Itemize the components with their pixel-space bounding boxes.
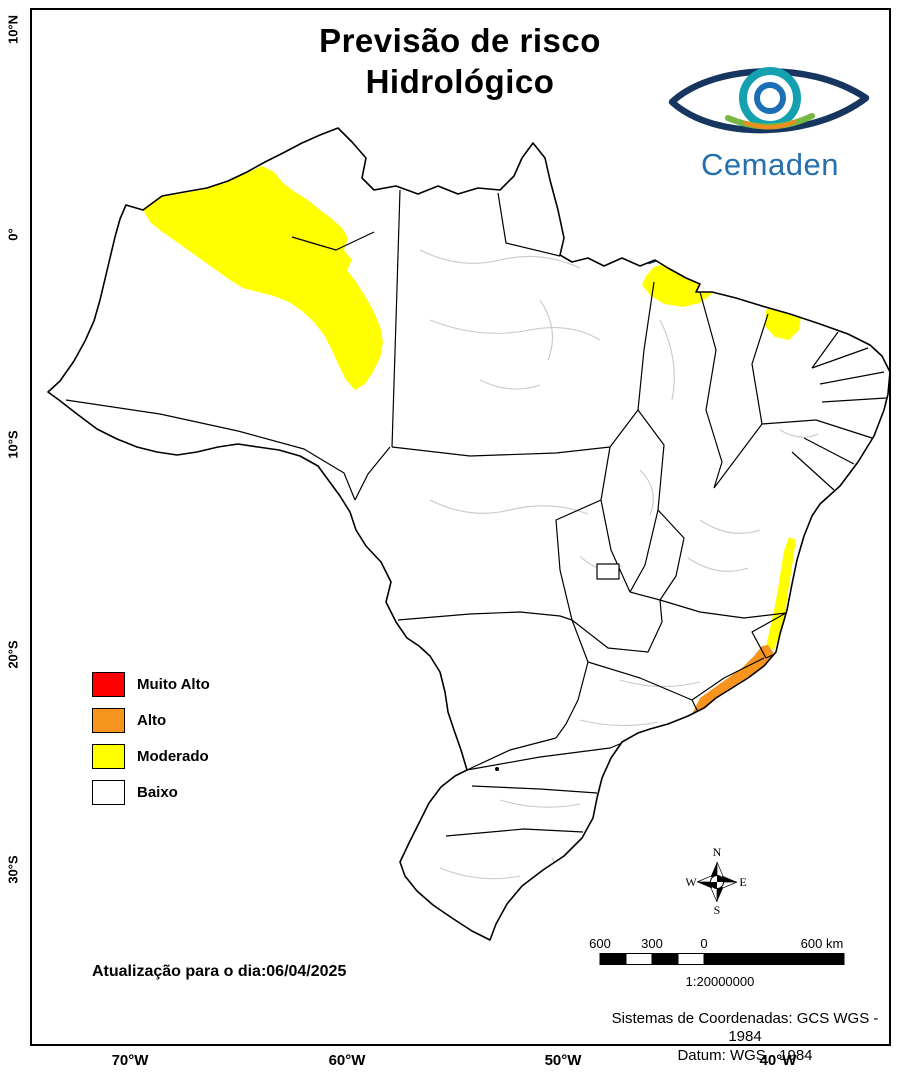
legend-label-alto: Alto <box>137 712 167 729</box>
compass-s-label: S <box>714 903 721 917</box>
risk-region-alto-rj-coast <box>692 645 774 714</box>
page-title: Previsão de risco Hidrológico <box>240 20 680 103</box>
legend-label-baixo: Baixo <box>137 784 178 801</box>
legend-label-muito-alto: Muito Alto <box>137 676 210 693</box>
legend-swatch-muito-alto <box>92 672 125 697</box>
page-title-line1: Previsão de risco <box>319 22 601 59</box>
scale-bar: 600 300 0 600 km 1:20000000 <box>588 936 868 996</box>
compass-rose: N W E S <box>685 845 749 922</box>
coordinate-system-line2: Datum: WGS - 1984 <box>677 1046 813 1064</box>
legend-item-baixo: Baixo <box>92 780 210 805</box>
coordinate-system-line1: Sistemas de Coordenadas: GCS WGS - 1984 <box>611 1010 879 1046</box>
lon-label-50w: 50°W <box>544 1052 582 1069</box>
risk-regions-alto <box>692 645 774 714</box>
scale-bar-segments <box>599 953 845 965</box>
state-border-lines <box>65 189 887 837</box>
compass-rose-icon: N W E S <box>685 845 746 917</box>
lon-label-60w: 60°W <box>328 1052 366 1069</box>
lat-label-10s: 10°S <box>5 430 21 459</box>
legend-item-moderado: Moderado <box>92 744 210 769</box>
compass-e-label: E <box>739 875 746 889</box>
legend-item-alto: Alto <box>92 708 210 733</box>
brazil-country-outline <box>47 127 891 941</box>
cemaden-eye-icon <box>668 67 870 134</box>
page-title-line2: Hidrológico <box>365 63 555 101</box>
scale-label-600-left: 600 <box>589 936 611 951</box>
eye-outline <box>668 68 870 134</box>
risk-region-moderado-amazonas <box>142 166 383 390</box>
legend-swatch-baixo <box>92 780 125 805</box>
risk-legend: Muito Alto Alto Moderado Baixo <box>92 672 210 816</box>
map-frame-border <box>30 8 891 1046</box>
scale-label-300: 300 <box>641 936 663 951</box>
legend-item-muito-alto: Muito Alto <box>92 672 210 697</box>
legend-swatch-moderado <box>92 744 125 769</box>
lon-label-40w: 40°W <box>759 1052 797 1069</box>
distrito-federal-box <box>596 563 620 580</box>
scale-label-600km: 600 km <box>800 936 844 951</box>
eye-pupil-ring <box>754 82 786 114</box>
brazil-country-shape <box>48 128 890 940</box>
cemaden-logo: Cemaden <box>658 56 882 183</box>
lat-label-10n: 10°N <box>5 14 21 45</box>
lat-label-30s: 30°S <box>5 855 21 884</box>
scale-ratio-text: 1:20000000 <box>685 974 755 989</box>
legend-swatch-alto <box>92 708 125 733</box>
logo-orange-swoosh <box>744 120 796 130</box>
compass-n-label: N <box>713 845 722 859</box>
update-date-text: Atualização para o dia:06/04/2025 <box>92 963 347 980</box>
cemaden-logo-text: Cemaden <box>701 147 839 182</box>
legend-label-moderado: Moderado <box>137 748 209 765</box>
lat-label-0: 0° <box>5 228 21 241</box>
compass-w-label: W <box>685 875 697 889</box>
lon-label-70w: 70°W <box>111 1052 149 1069</box>
scale-label-0: 0 <box>700 936 708 951</box>
lat-label-20s: 20°S <box>5 640 21 669</box>
risk-region-moderado-east-coast <box>766 537 796 650</box>
coordinate-system-text: Sistemas de Coordenadas: GCS WGS - 1984 … <box>600 1010 890 1065</box>
island-dot <box>495 767 499 771</box>
